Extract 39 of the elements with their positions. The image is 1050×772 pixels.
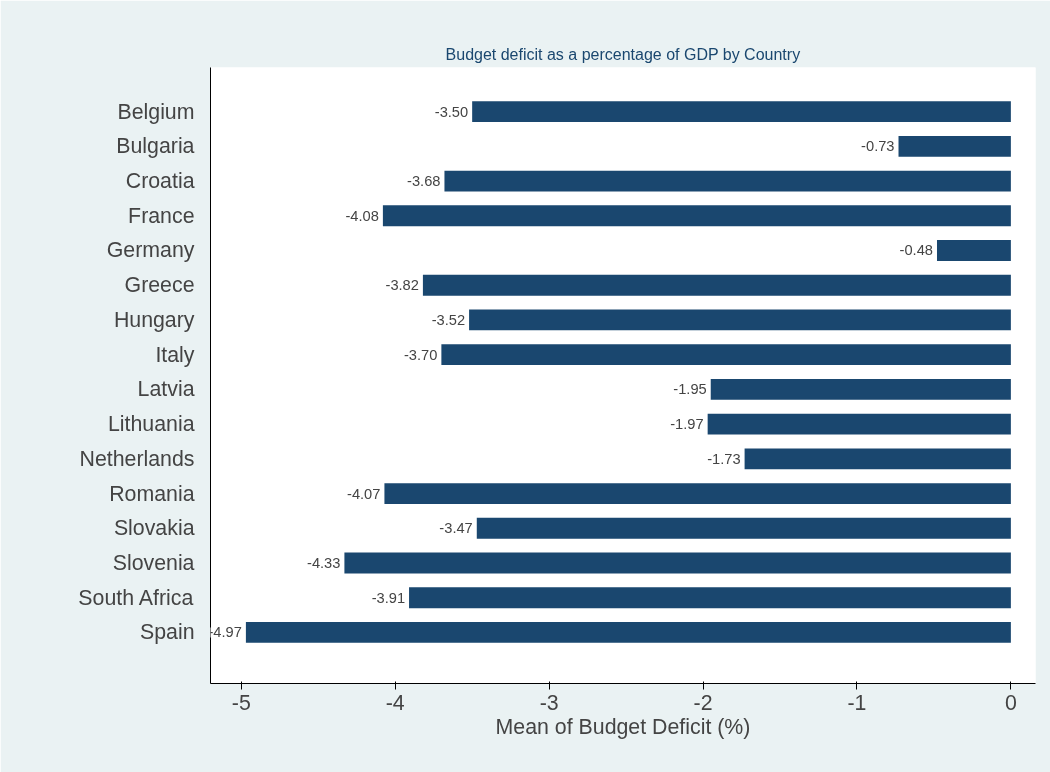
- y-tick-label: Greece: [124, 273, 195, 298]
- y-tick-label: Hungary: [113, 307, 195, 332]
- x-tick-label: -3: [539, 690, 559, 715]
- y-tick-label: Netherlands: [79, 446, 195, 471]
- data-label: -3.82: [385, 277, 419, 294]
- y-tick-label: Croatia: [125, 169, 195, 194]
- chart-title: Budget deficit as a percentage of GDP by Country: [445, 45, 801, 63]
- x-tick-label: -2: [693, 690, 713, 715]
- data-label: -3.50: [434, 103, 469, 120]
- x-tick-label: 0: [1004, 690, 1017, 715]
- y-tick-label: Lithuania: [107, 412, 195, 437]
- data-label: -3.68: [407, 173, 441, 190]
- y-tick-label: France: [128, 203, 195, 228]
- data-label: -3.91: [371, 589, 406, 606]
- data-label: -0.73: [861, 138, 895, 155]
- data-label: -3.52: [431, 311, 466, 328]
- data-label: -3.47: [439, 520, 473, 537]
- y-tick-label: South Africa: [78, 585, 194, 610]
- data-label: -3.70: [403, 346, 438, 363]
- y-tick-label: Slovenia: [112, 551, 195, 576]
- data-label: -1.97: [670, 416, 704, 433]
- x-tick-label: -5: [231, 690, 251, 715]
- x-tick-label: -1: [847, 690, 867, 715]
- y-tick-label: Germany: [106, 238, 195, 263]
- data-label: -0.48: [899, 242, 933, 259]
- data-label: -4.08: [345, 207, 379, 224]
- y-tick-label: Romania: [109, 481, 195, 506]
- y-tick-label: Bulgaria: [116, 134, 195, 159]
- data-label: -4.33: [307, 555, 341, 572]
- data-label: -1.73: [707, 450, 741, 467]
- data-label: -4.07: [347, 485, 381, 502]
- y-tick-label: Spain: [139, 620, 195, 645]
- x-axis-title: Mean of Budget Deficit (%): [495, 714, 751, 739]
- y-tick-label: Belgium: [117, 99, 195, 124]
- y-tick-label: Slovakia: [113, 516, 195, 541]
- y-tick-label: Italy: [155, 342, 195, 367]
- data-label: -1.95: [673, 381, 707, 398]
- y-tick-label: Latvia: [137, 377, 195, 402]
- x-tick-label: -4: [385, 690, 405, 715]
